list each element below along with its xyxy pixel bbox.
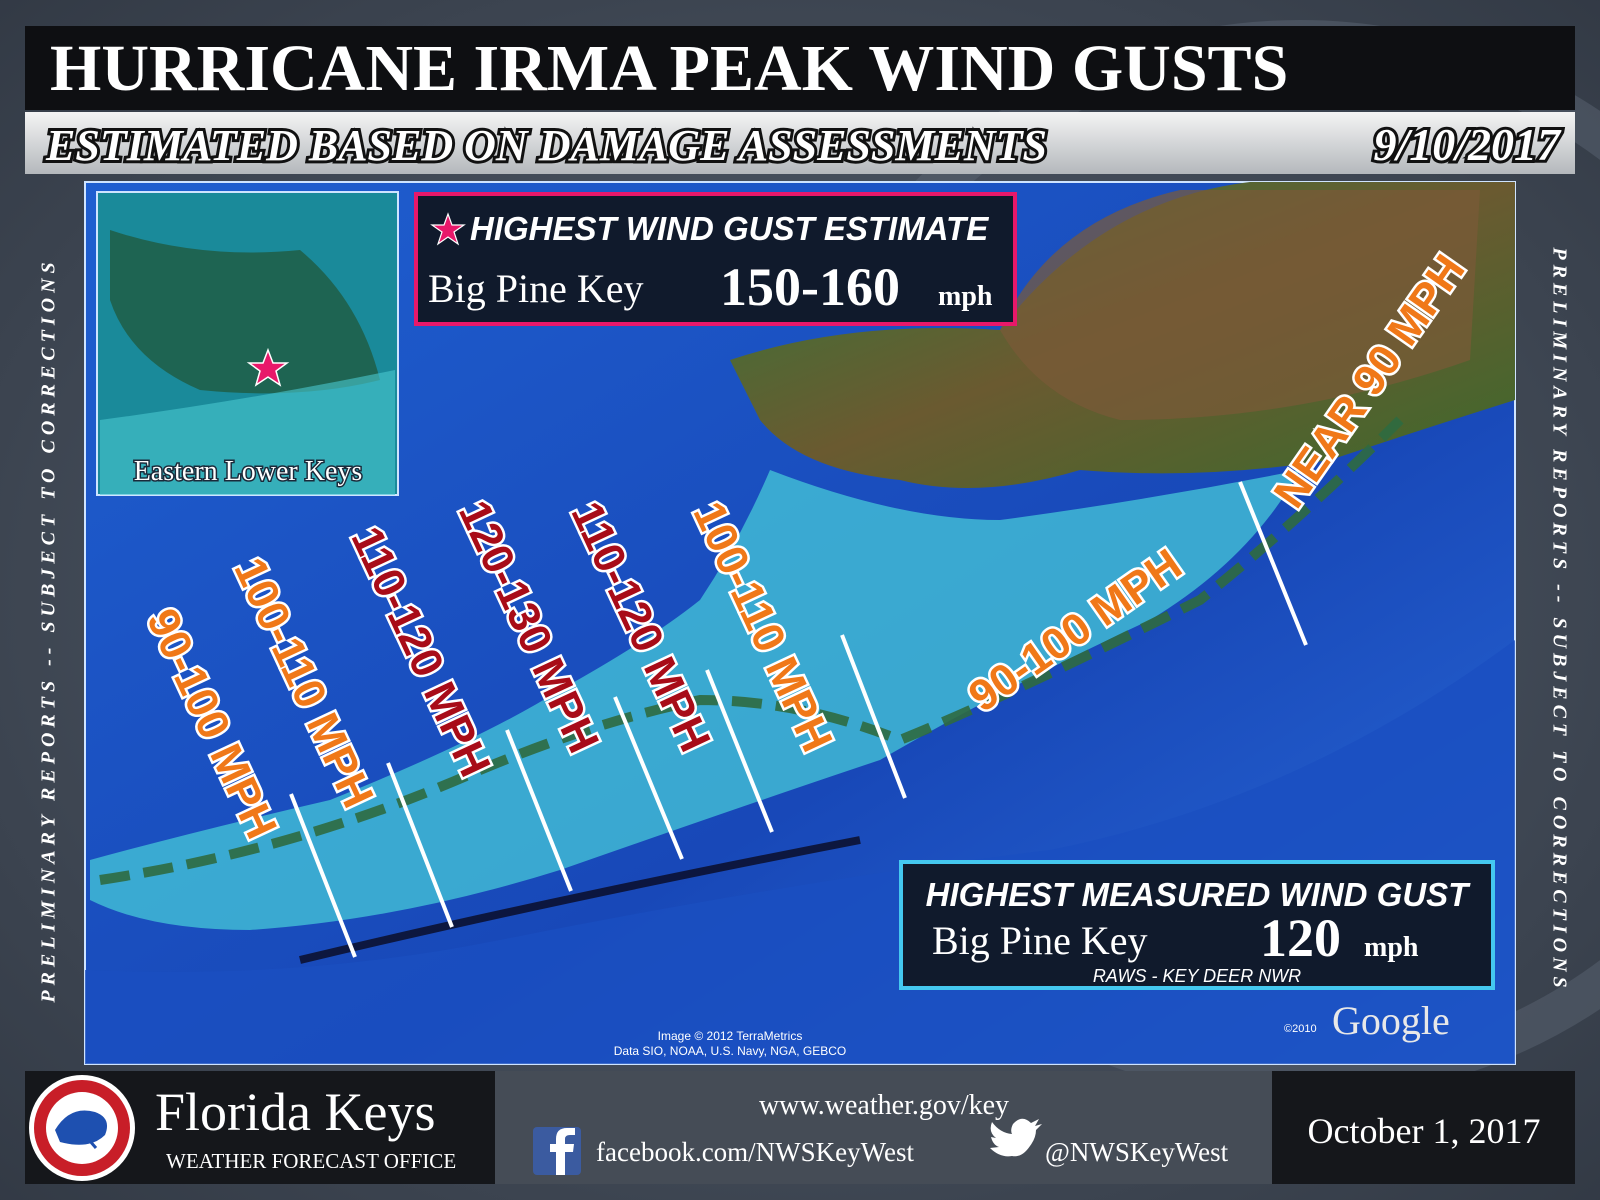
side-note-right: PRELIMINARY REPORTS -- SUBJECT TO CORREC… xyxy=(1548,246,1570,992)
measured-unit: mph xyxy=(1364,932,1419,963)
facebook-glyph xyxy=(550,1128,575,1175)
measured-value: 120 xyxy=(1260,908,1341,968)
office-name: Florida Keys xyxy=(155,1082,435,1142)
zone-lines xyxy=(289,481,1308,958)
nws-logo xyxy=(29,1075,135,1181)
date: 9/10/2017 xyxy=(1373,119,1562,170)
inset-label: Eastern Lower Keys xyxy=(134,456,363,487)
data-credit: Data SIO, NOAA, U.S. Navy, NGA, GEBCO xyxy=(614,1044,847,1058)
footer-right xyxy=(1272,1071,1575,1184)
twitter-icon xyxy=(990,1118,1042,1157)
image-credit: Image © 2012 TerraMetrics xyxy=(658,1029,803,1043)
credit-year: ©2010 xyxy=(1284,1023,1317,1035)
twitter-handle: @NWSKeyWest xyxy=(1045,1137,1229,1167)
measured-box: HIGHEST MEASURED WIND GUST Big Pine Key … xyxy=(899,860,1495,990)
measured-title: HIGHEST MEASURED WIND GUST xyxy=(926,876,1472,913)
measured-location: Big Pine Key xyxy=(932,918,1148,963)
credit-brand: Google xyxy=(1332,998,1450,1043)
office-subtitle: WEATHER FORECAST OFFICE xyxy=(166,1149,456,1173)
subtitle-bar xyxy=(25,112,1575,174)
footer-date: October 1, 2017 xyxy=(1308,1111,1541,1151)
inset-map: Eastern Lower Keys xyxy=(96,191,399,496)
estimate-location: Big Pine Key xyxy=(428,266,644,311)
measured-source: RAWS - KEY DEER NWR xyxy=(1093,966,1301,986)
facebook-link: facebook.com/NWSKeyWest xyxy=(596,1137,914,1167)
estimate-value: 150-160 xyxy=(720,257,900,317)
title-bar xyxy=(25,26,1575,110)
website: www.weather.gov/key xyxy=(759,1090,1009,1121)
estimate-box: HIGHEST WIND GUST ESTIMATE Big Pine Key … xyxy=(414,192,1017,326)
title: HURRICANE IRMA PEAK WIND GUSTS xyxy=(50,32,1288,105)
estimate-unit: mph xyxy=(938,281,993,312)
estimate-title: HIGHEST WIND GUST ESTIMATE xyxy=(470,210,989,247)
subtitle: ESTIMATED BASED ON DAMAGE ASSESSMENTS xyxy=(45,121,1047,170)
side-note-left: PRELIMINARY REPORTS -- SUBJECT TO CORREC… xyxy=(38,257,60,1003)
